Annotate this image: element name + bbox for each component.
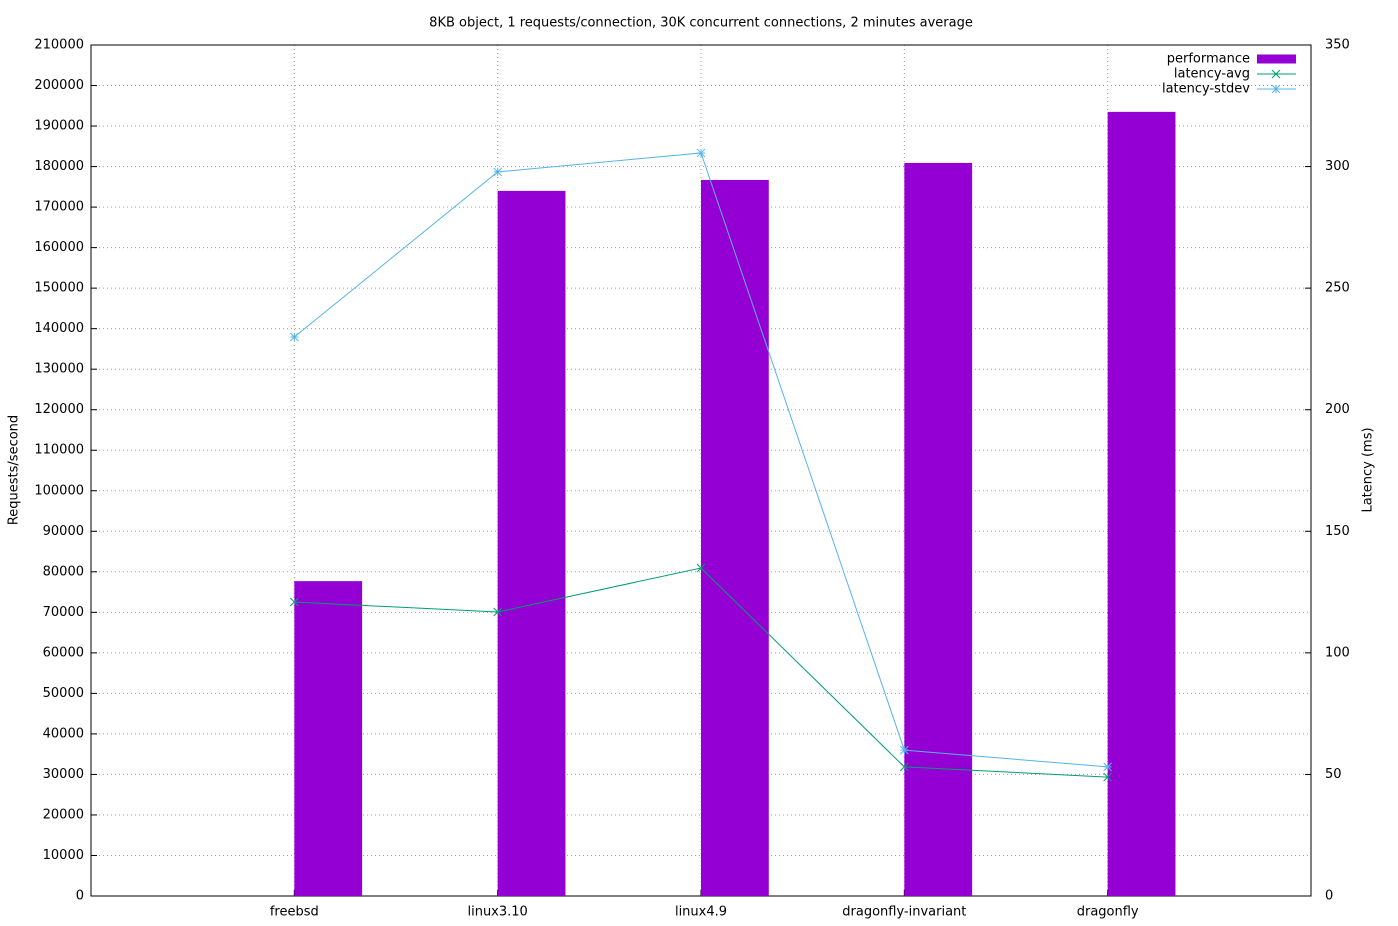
y-tick-label: 100000 (34, 483, 84, 498)
y-tick-label: 80000 (43, 564, 84, 579)
bar (497, 190, 566, 896)
line-marker (493, 167, 503, 177)
line-marker (1103, 762, 1113, 772)
y-tick-label: 180000 (34, 159, 84, 174)
y-tick-label: 210000 (34, 38, 84, 53)
y-tick-label: 190000 (34, 119, 84, 134)
y-tick-label: 160000 (34, 240, 84, 255)
line-marker (289, 332, 299, 342)
line-marker (493, 607, 503, 617)
y2-tick-label: 250 (1325, 281, 1350, 296)
legend-label: latency-avg (1174, 67, 1250, 82)
y-tick-label: 0 (76, 889, 84, 904)
legend-marker (1271, 69, 1281, 79)
line-marker (899, 745, 909, 755)
y-tick-label: 110000 (34, 443, 84, 458)
y-tick-label: 170000 (34, 200, 84, 215)
y2-tick-label: 0 (1325, 889, 1333, 904)
x-tick-label: freebsd (270, 905, 319, 920)
chart-title: 8KB object, 1 requests/connection, 30K c… (429, 16, 973, 31)
y-tick-label: 200000 (34, 78, 84, 93)
y-tick-label: 20000 (43, 807, 84, 822)
y2-tick-label: 350 (1325, 38, 1350, 53)
line-marker (289, 597, 299, 607)
x-tick-label: linux4.9 (675, 905, 727, 920)
y-tick-label: 50000 (43, 686, 84, 701)
x-tick-label: dragonfly (1077, 905, 1139, 920)
y2-tick-label: 200 (1325, 402, 1350, 417)
legend-label: performance (1167, 52, 1250, 67)
y-tick-label: 130000 (34, 362, 84, 377)
y2-tick-label: 150 (1325, 524, 1350, 539)
line-marker (1103, 772, 1113, 782)
legend-swatch (1257, 54, 1296, 64)
y2-tick-label: 50 (1325, 767, 1342, 782)
y-tick-label: 40000 (43, 726, 84, 741)
y-axis-label: Requests/second (7, 415, 22, 525)
y-tick-label: 70000 (43, 605, 84, 620)
bar (1107, 111, 1176, 897)
y-tick-label: 30000 (43, 767, 84, 782)
y-tick-label: 90000 (43, 524, 84, 539)
y2-axis-label: Latency (ms) (1361, 427, 1376, 512)
legend-marker (1271, 84, 1281, 94)
x-tick-label: dragonfly-invariant (842, 905, 966, 920)
line-marker (899, 762, 909, 772)
bar (701, 179, 769, 897)
line-marker (696, 148, 706, 158)
legend-label: latency-stdev (1162, 82, 1250, 97)
y2-tick-label: 300 (1325, 159, 1350, 174)
x-tick-label: linux3.10 (467, 905, 527, 920)
y-tick-label: 120000 (34, 402, 84, 417)
y2-tick-label: 100 (1325, 645, 1350, 660)
y-tick-label: 140000 (34, 321, 84, 336)
bar (294, 581, 363, 896)
y-tick-label: 60000 (43, 645, 84, 660)
y-tick-label: 10000 (43, 848, 84, 863)
bar (904, 162, 973, 896)
line-marker (696, 563, 706, 573)
y-tick-label: 150000 (34, 281, 84, 296)
